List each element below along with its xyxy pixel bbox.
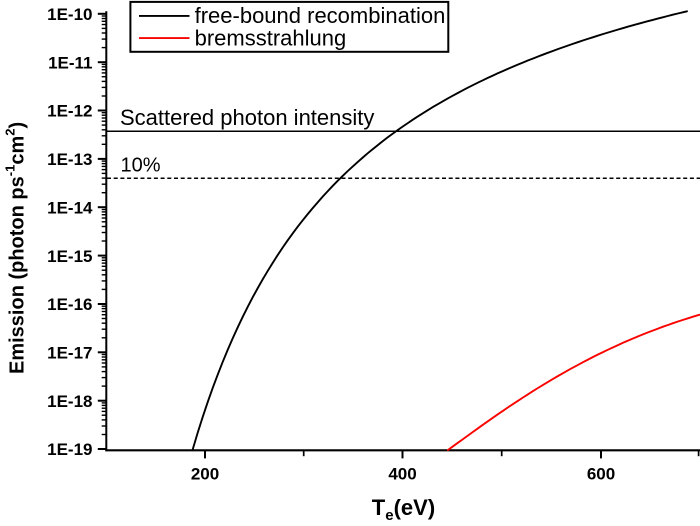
- svg-text:200: 200: [191, 465, 219, 484]
- svg-text:1E-13: 1E-13: [47, 150, 92, 169]
- svg-text:bremsstrahlung: bremsstrahlung: [195, 26, 347, 51]
- svg-text:1E-18: 1E-18: [47, 392, 92, 411]
- svg-text:1E-19: 1E-19: [47, 440, 92, 459]
- svg-text:1E-16: 1E-16: [47, 295, 92, 314]
- svg-text:Emission (photon ps-1cm2): Emission (photon ps-1cm2): [3, 122, 29, 374]
- svg-text:1E-11: 1E-11: [48, 53, 92, 72]
- svg-text:1E-12: 1E-12: [47, 102, 92, 121]
- svg-text:400: 400: [388, 465, 416, 484]
- svg-text:1E-14: 1E-14: [47, 198, 93, 217]
- svg-text:600: 600: [587, 465, 615, 484]
- svg-text:10%: 10%: [121, 155, 161, 177]
- svg-text:Te(eV): Te(eV): [372, 495, 435, 524]
- svg-text:1E-17: 1E-17: [47, 344, 92, 363]
- svg-text:1E-15: 1E-15: [47, 247, 92, 266]
- svg-text:1E-10: 1E-10: [47, 5, 92, 24]
- svg-text:Scattered photon intensity: Scattered photon intensity: [120, 105, 374, 130]
- svg-text:free-bound recombination: free-bound recombination: [195, 3, 446, 28]
